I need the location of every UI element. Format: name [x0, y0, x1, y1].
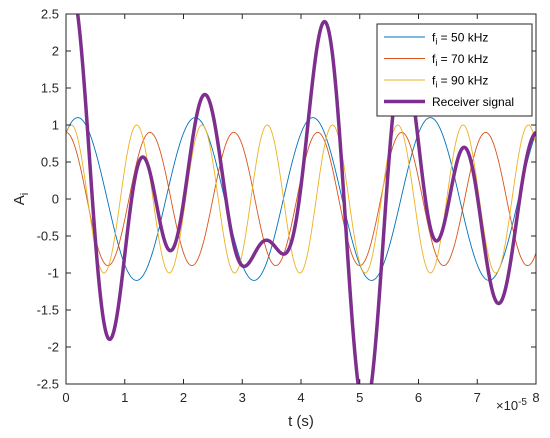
- x-tick-label: 3: [239, 390, 246, 405]
- y-tick-label: -2: [47, 340, 59, 355]
- ticks-layer: 0 1 2 3 4 5 6 7 8 -2.5 -2 -1.5 -1 -0.5 0 0.5 1 1.5 2 2.5: [37, 7, 540, 406]
- legend-label-component-50khz: fi = 50 kHz: [432, 31, 488, 47]
- x-tick-label: 8: [532, 390, 539, 405]
- x-tick-label: 6: [415, 390, 422, 405]
- y-tick-label: 1.5: [41, 81, 59, 96]
- x-tick-label: 7: [474, 390, 481, 405]
- labels-layer: t (s) Ai ×10-5: [11, 193, 527, 430]
- x-tick-label: 4: [297, 390, 304, 405]
- series-line-component-50khz: [66, 117, 536, 281]
- legend-label-subscript: i: [435, 58, 437, 68]
- curves-layer: [66, 14, 536, 384]
- x-axis-label: t (s): [288, 413, 314, 430]
- y-tick-label: 0: [52, 192, 59, 207]
- y-tick-label: 0.5: [41, 155, 59, 170]
- x-tick-label: 5: [356, 390, 363, 405]
- legend-label-component-90khz: fi = 90 kHz: [432, 74, 488, 90]
- legend-label-subscript: i: [435, 37, 437, 47]
- x-axis-exponent-base: ×10: [496, 398, 518, 413]
- x-tick-label: 0: [62, 390, 69, 405]
- y-axis-label: Ai: [11, 193, 31, 205]
- series-line-receiver-signal: [75, 14, 536, 384]
- legend-label-main: f: [432, 74, 436, 88]
- y-axis-label-main: A: [11, 195, 28, 205]
- y-tick-label: -2.5: [37, 377, 59, 392]
- legend-label-main: f: [432, 31, 436, 45]
- y-tick-label: -1: [47, 266, 59, 281]
- x-axis-exponent: ×10-5: [496, 397, 527, 413]
- x-tick-label: 1: [121, 390, 128, 405]
- legend-label-main: Receiver signal: [432, 95, 514, 109]
- y-tick-label: -1.5: [37, 303, 59, 318]
- y-tick-label: 2.5: [41, 7, 59, 22]
- legend-label-rest: = 70 kHz: [437, 52, 488, 66]
- y-tick-label: -0.5: [37, 229, 59, 244]
- legend-label-main: f: [432, 52, 436, 66]
- legend-label-rest: = 90 kHz: [437, 74, 488, 88]
- y-tick-label: 1: [52, 118, 59, 133]
- y-tick-label: 2: [52, 44, 59, 59]
- y-axis-label-subscript: i: [19, 193, 31, 195]
- legend-label-component-70khz: fi = 70 kHz: [432, 52, 488, 68]
- legend-label-receiver-signal: Receiver signal: [432, 95, 514, 109]
- x-tick-label: 2: [180, 390, 187, 405]
- legend-label-rest: = 50 kHz: [437, 31, 488, 45]
- x-axis-exponent-power: -5: [518, 397, 527, 408]
- series-line-component-90khz: [66, 124, 536, 274]
- legend-label-subscript: i: [435, 80, 437, 90]
